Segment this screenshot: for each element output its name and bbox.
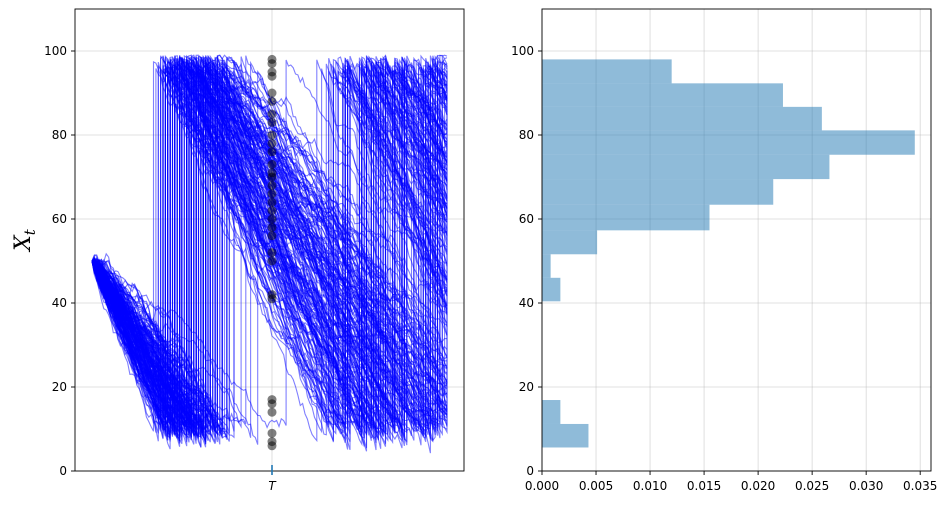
histogram-bar [542, 83, 783, 107]
simulated-path [91, 60, 448, 426]
histogram-bar [542, 59, 672, 84]
terminal-marker [267, 138, 277, 148]
histogram-x-tick-label: 0.000 [525, 479, 559, 493]
terminal-marker [267, 399, 277, 409]
terminal-marker [267, 88, 277, 98]
paths-x-tick: T [268, 465, 277, 493]
simulated-path [91, 55, 448, 446]
terminal-marker [267, 441, 277, 451]
terminal-marker [267, 428, 277, 438]
terminal-marker [267, 180, 277, 190]
histogram-bar [542, 230, 598, 255]
terminal-marker [267, 147, 277, 157]
paths-y-axis-label-subscript: t [21, 228, 39, 235]
terminal-marker [267, 59, 277, 69]
paths-y-tick-label: 0 [59, 464, 67, 478]
histogram-y-tick-label: 0 [526, 464, 534, 478]
paths-y-tick-label: 100 [44, 44, 67, 58]
terminal-marker [267, 189, 277, 199]
histogram-y-tick-label: 20 [519, 380, 534, 394]
histogram-x-tick-label: 0.035 [903, 479, 937, 493]
histogram-x-ticks: 0.000 0.005 0.010 0.015 0.020 0.025 0.030 0.035 [525, 471, 937, 493]
simulated-path [91, 60, 448, 436]
histogram-bar [542, 423, 589, 448]
simulated-path [91, 71, 448, 434]
terminal-markers [267, 54, 277, 451]
simulated-path [91, 55, 448, 442]
histogram-bar [542, 106, 822, 131]
histogram-y-tick-label: 100 [511, 44, 534, 58]
histogram-bar [542, 154, 830, 180]
histogram-bar [542, 254, 551, 278]
simulated-path [91, 66, 448, 438]
terminal-marker [267, 222, 277, 232]
simulated-path [91, 57, 448, 434]
histogram-x-tick-label: 0.025 [795, 479, 829, 493]
histogram-x-tick-label: 0.020 [741, 479, 775, 493]
histogram-y-tick-label: 40 [519, 296, 534, 310]
terminal-marker [267, 172, 277, 182]
terminal-marker [267, 256, 277, 266]
terminal-marker [267, 159, 277, 169]
terminal-marker [267, 96, 277, 106]
histogram-y-tick-label: 80 [519, 128, 534, 142]
simulated-path [91, 61, 448, 430]
terminal-marker [267, 197, 277, 207]
histogram-axes-frame [541, 8, 932, 472]
terminal-marker [267, 231, 277, 241]
paths-axes-frame [74, 8, 465, 472]
paths-y-tick-label: 60 [52, 212, 67, 226]
histogram-bar [542, 277, 561, 302]
paths-y-tick-label: 80 [52, 128, 67, 142]
histogram-x-tick-label: 0.005 [579, 479, 613, 493]
terminal-marker [267, 214, 277, 224]
simulated-path [91, 61, 448, 437]
terminal-marker [267, 248, 277, 258]
paths-y-tick-label: 20 [52, 380, 67, 394]
terminal-marker [267, 294, 277, 304]
paths-panel: 0 20 40 60 80 100 T Xt [11, 8, 465, 493]
terminal-marker [267, 71, 277, 81]
histogram-bar [542, 179, 774, 205]
histogram-bar [542, 400, 561, 424]
histogram-y-ticks: 0 20 40 60 80 100 [511, 44, 542, 478]
simulated-path [91, 66, 448, 443]
paths-y-ticks: 0 20 40 60 80 100 [44, 44, 75, 478]
terminal-marker [267, 130, 277, 140]
paths-x-tick-label: T [268, 479, 277, 493]
histogram-bar [542, 204, 710, 231]
paths-y-axis-label: Xt [11, 228, 39, 253]
terminal-marker [267, 117, 277, 127]
histogram-bars [542, 59, 915, 448]
histogram-x-tick-label: 0.010 [633, 479, 667, 493]
histogram-x-tick-label: 0.030 [849, 479, 883, 493]
histogram-bar [542, 130, 915, 155]
terminal-marker [267, 109, 277, 119]
histogram-y-tick-label: 60 [519, 212, 534, 226]
histogram-x-tick-label: 0.015 [687, 479, 721, 493]
paths-y-tick-label: 40 [52, 296, 67, 310]
paths-y-axis-label-main: X [11, 234, 36, 253]
terminal-marker [267, 407, 277, 417]
terminal-marker [267, 206, 277, 216]
simulated-path [91, 55, 448, 425]
